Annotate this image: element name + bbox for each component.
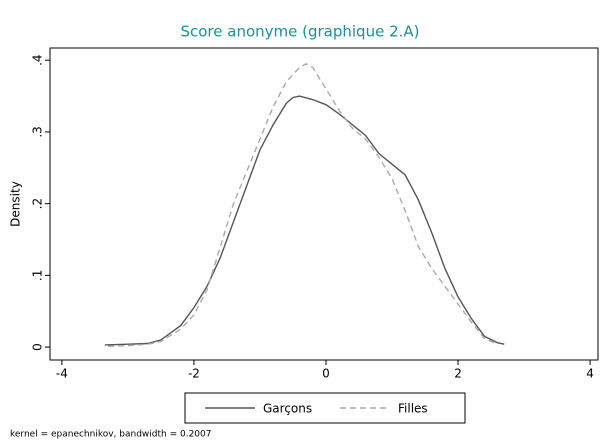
y-tick-label: .2: [31, 198, 45, 209]
y-tick-label: .3: [31, 126, 45, 137]
y-tick-label: 0: [31, 343, 45, 351]
legend-label: Filles: [398, 402, 428, 416]
line: [108, 62, 498, 348]
note: kernel = epanechnikov, bandwidth = 0.200…: [10, 430, 212, 440]
line: [104, 95, 505, 346]
x-tick-label: -2: [188, 367, 200, 381]
plot-area: [49, 47, 599, 361]
x-tick-label: 2: [454, 367, 462, 381]
x-tick-label: 4: [586, 367, 594, 381]
chart-title: Score anonyme (graphique 2.A): [180, 23, 419, 41]
y-tick-label: .1: [31, 270, 45, 281]
legend-label: Garçons: [263, 402, 312, 416]
y-axis-label: Density: [9, 181, 23, 227]
y-tick-label: .4: [31, 54, 45, 65]
x-tick-label: -4: [56, 367, 68, 381]
x-tick-label: 0: [322, 367, 330, 381]
